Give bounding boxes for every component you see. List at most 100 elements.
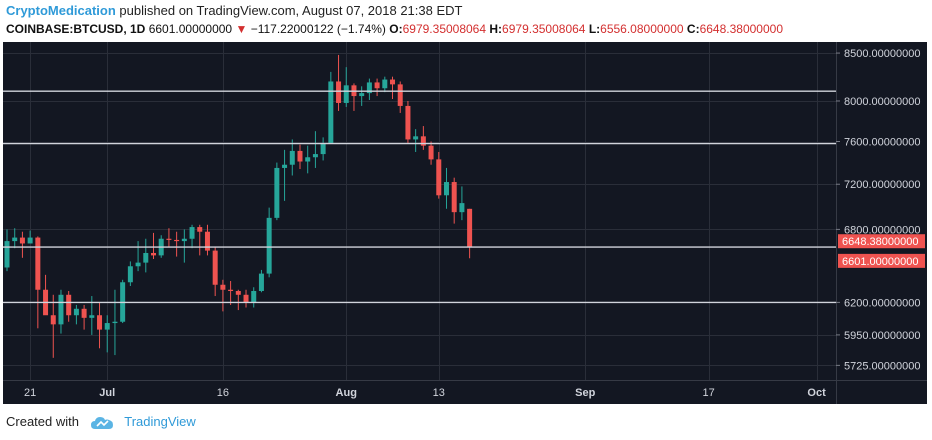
candle-body [405, 105, 411, 140]
price-tag [838, 253, 925, 268]
author-link[interactable]: CryptoMedication [6, 3, 116, 18]
price-tag-label: 6601.00000000 [842, 256, 918, 268]
candle-body [97, 315, 103, 330]
candle-body [66, 294, 72, 316]
candle-body [243, 294, 249, 303]
candle-body [467, 208, 473, 248]
candle-body [274, 167, 280, 218]
tradingview-link[interactable]: TradingView [124, 414, 196, 429]
price-tag [838, 234, 925, 249]
candlestick-chart[interactable]: 8500.00000000 8000.00000000 7600.00000000 7… [3, 42, 927, 404]
close-label: C: [686, 22, 700, 36]
candle-body [390, 79, 396, 85]
candle-body [382, 79, 388, 89]
candle-body [197, 227, 203, 232]
candle-body [166, 238, 172, 240]
published-text: published on TradingView.com, August 07,… [119, 3, 463, 18]
candle-body [150, 252, 156, 256]
candle-body [359, 93, 365, 97]
candle-body [135, 262, 141, 267]
candle-body [397, 84, 403, 106]
candle-body [58, 294, 64, 325]
candle-body [73, 308, 79, 316]
symbol-label[interactable]: COINBASE:BTCUSD, 1D [6, 22, 146, 36]
time-tick-label: Aug [336, 387, 357, 399]
open-value: 6979.35008064 [402, 22, 487, 36]
time-tick-label: 13 [433, 387, 445, 399]
price-tick-label: 8000.00000000 [844, 96, 920, 108]
candle-body [366, 82, 372, 94]
candle-body [12, 237, 18, 242]
low-label: L: [588, 22, 601, 36]
footer: Created with TradingView [6, 412, 196, 432]
candle-body [89, 315, 95, 318]
candle-body [127, 266, 133, 283]
price-change: −117.22000122 (−1.74%) [250, 22, 386, 36]
last-price: 6601.00000000 [148, 22, 233, 36]
candle-body [35, 237, 41, 290]
high-value: 6979.35008064 [502, 22, 586, 36]
candle-body [336, 81, 342, 103]
candle-body [81, 308, 87, 318]
time-tick-label: 17 [703, 387, 715, 399]
created-with-text: Created with [6, 414, 79, 429]
chart-background [3, 42, 927, 404]
price-tag-label: 6648.38000000 [842, 236, 918, 248]
candle-body [443, 182, 449, 196]
price-tick-label: 5725.00000000 [844, 360, 920, 372]
price-tick-label: 7600.00000000 [844, 137, 920, 149]
candle-body [228, 289, 234, 292]
candle-body [220, 284, 226, 290]
candle-body [282, 164, 288, 168]
time-tick-label: 16 [217, 387, 229, 399]
candle-body [50, 315, 56, 325]
candle-body [19, 237, 25, 244]
candle-body [112, 321, 118, 324]
candle-body [328, 81, 334, 144]
time-tick-label: Oct [807, 387, 826, 399]
candle-body [428, 145, 434, 160]
candle-body [297, 150, 303, 162]
chart-header: CryptoMedication published on TradingVie… [6, 2, 926, 38]
candle-body [343, 85, 349, 103]
time-tick-label: Jul [99, 387, 115, 399]
high-label: H: [489, 22, 503, 36]
down-triangle-icon: ▼ [235, 22, 248, 36]
ohlc-line: COINBASE:BTCUSD, 1D 6601.00000000 ▼ −117… [6, 20, 926, 38]
open-label: O: [389, 22, 403, 36]
candle-body [413, 136, 419, 140]
candle-body [143, 252, 149, 263]
candle-body [235, 291, 241, 295]
candle-body [266, 217, 272, 274]
price-tick-label: 6800.00000000 [844, 224, 920, 236]
chart-area[interactable]: 8500.00000000 8000.00000000 7600.00000000 7… [3, 42, 927, 404]
candle-body [181, 238, 187, 242]
candle-body [459, 203, 465, 213]
candle-body [312, 154, 318, 158]
candle-body [320, 143, 326, 155]
candle-body [451, 182, 457, 213]
candle-body [212, 250, 218, 285]
price-tick-label: 5950.00000000 [844, 330, 920, 342]
candle-body [289, 150, 295, 165]
tradingview-cloud-icon [90, 416, 113, 429]
time-tick-label: 21 [24, 387, 36, 399]
candle-body [436, 159, 442, 196]
candle-body [4, 241, 10, 268]
time-tick-label: Sep [575, 387, 595, 399]
low-value: 6556.08000000 [600, 22, 684, 36]
candle-body [258, 273, 264, 292]
candle-body [305, 157, 311, 162]
candle-body [27, 237, 33, 244]
publish-line: CryptoMedication published on TradingVie… [6, 2, 926, 20]
price-tick-label: 7200.00000000 [844, 179, 920, 191]
candle-body [420, 136, 426, 146]
candle-body [251, 291, 257, 303]
price-tick-label: 6200.00000000 [844, 297, 920, 309]
candle-body [374, 82, 380, 89]
candle-body [104, 323, 110, 330]
candle-body [204, 231, 210, 251]
price-tick-label: 8500.00000000 [844, 48, 920, 60]
close-value: 6648.38000000 [699, 22, 783, 36]
candle-body [189, 227, 195, 239]
